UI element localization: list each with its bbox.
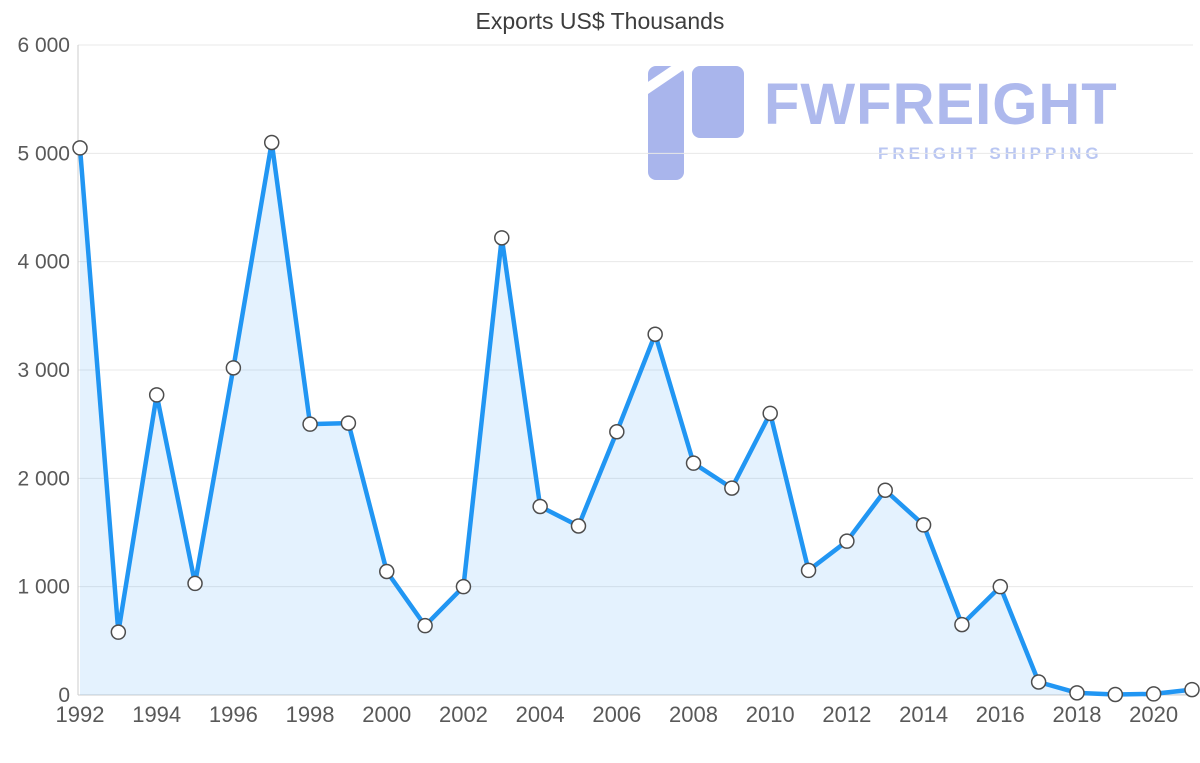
svg-text:2006: 2006 (592, 702, 641, 727)
svg-text:2014: 2014 (899, 702, 948, 727)
chart-title: Exports US$ Thousands (475, 8, 725, 34)
svg-text:2012: 2012 (822, 702, 871, 727)
watermark: FWFREIGHT FREIGHT SHIPPING (648, 62, 1118, 184)
svg-text:2010: 2010 (746, 702, 795, 727)
svg-text:2 000: 2 000 (17, 467, 70, 490)
watermark-text: FWFREIGHT FREIGHT SHIPPING (764, 62, 1118, 164)
svg-text:1996: 1996 (209, 702, 258, 727)
svg-text:1 000: 1 000 (17, 576, 70, 599)
svg-text:6 000: 6 000 (17, 34, 70, 57)
svg-text:2002: 2002 (439, 702, 488, 727)
svg-text:2020: 2020 (1129, 702, 1178, 727)
svg-text:5 000: 5 000 (17, 142, 70, 165)
svg-text:1994: 1994 (132, 702, 181, 727)
svg-text:0: 0 (58, 684, 70, 707)
svg-text:2018: 2018 (1052, 702, 1101, 727)
svg-text:3 000: 3 000 (17, 359, 70, 382)
svg-text:1998: 1998 (286, 702, 335, 727)
svg-text:4 000: 4 000 (17, 251, 70, 274)
svg-text:2004: 2004 (516, 702, 565, 727)
svg-text:1992: 1992 (56, 702, 105, 727)
fwfreight-logo-icon (648, 62, 744, 180)
svg-text:2000: 2000 (362, 702, 411, 727)
watermark-brand: FWFREIGHT (764, 72, 1118, 137)
svg-text:2008: 2008 (669, 702, 718, 727)
svg-text:2016: 2016 (976, 702, 1025, 727)
